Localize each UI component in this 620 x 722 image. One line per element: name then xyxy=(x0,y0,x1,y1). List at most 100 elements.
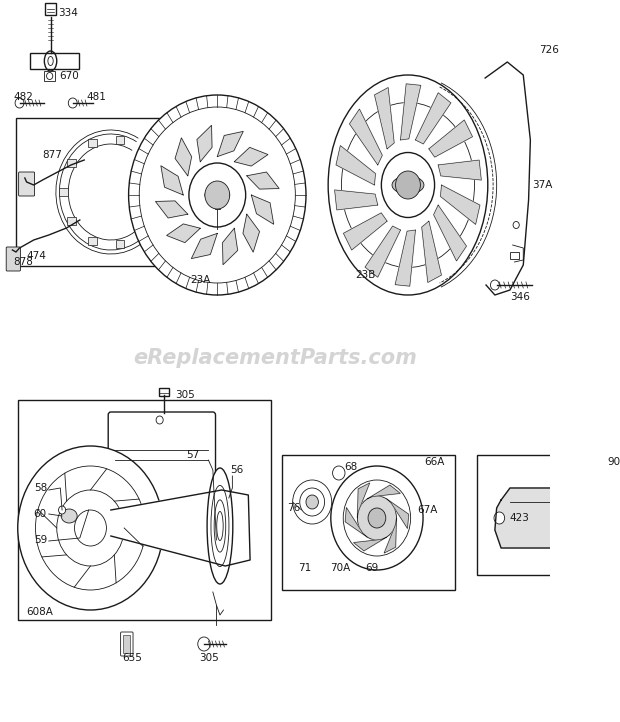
Polygon shape xyxy=(156,201,188,218)
FancyBboxPatch shape xyxy=(60,188,68,196)
Polygon shape xyxy=(243,214,260,252)
Text: 57: 57 xyxy=(186,450,200,460)
FancyBboxPatch shape xyxy=(68,159,76,167)
FancyBboxPatch shape xyxy=(89,237,97,245)
Text: 69: 69 xyxy=(365,563,379,573)
Circle shape xyxy=(128,95,306,295)
FancyBboxPatch shape xyxy=(477,455,620,575)
Polygon shape xyxy=(217,131,243,157)
FancyBboxPatch shape xyxy=(282,455,455,590)
Text: 423: 423 xyxy=(509,513,529,523)
Circle shape xyxy=(205,181,229,209)
Polygon shape xyxy=(350,109,383,165)
Text: 56: 56 xyxy=(231,465,244,475)
Ellipse shape xyxy=(61,509,77,523)
Polygon shape xyxy=(335,190,378,210)
Circle shape xyxy=(343,480,410,556)
Polygon shape xyxy=(415,93,451,144)
Circle shape xyxy=(306,495,319,509)
Polygon shape xyxy=(234,147,268,166)
Polygon shape xyxy=(251,195,273,225)
Circle shape xyxy=(46,72,53,79)
Polygon shape xyxy=(111,490,250,566)
Ellipse shape xyxy=(205,188,229,202)
Text: 23A: 23A xyxy=(191,275,211,285)
FancyBboxPatch shape xyxy=(123,635,130,653)
Text: 71: 71 xyxy=(298,563,311,573)
Polygon shape xyxy=(197,126,212,162)
Polygon shape xyxy=(422,221,441,282)
Polygon shape xyxy=(440,185,480,225)
Polygon shape xyxy=(374,87,394,149)
FancyBboxPatch shape xyxy=(6,247,20,271)
Polygon shape xyxy=(336,146,376,185)
Text: 305: 305 xyxy=(200,653,219,663)
Text: 655: 655 xyxy=(122,653,142,663)
Polygon shape xyxy=(167,224,200,243)
Text: eReplacementParts.com: eReplacementParts.com xyxy=(133,348,417,368)
Polygon shape xyxy=(438,160,481,180)
Text: 58: 58 xyxy=(33,483,47,493)
Text: 334: 334 xyxy=(58,8,78,18)
Text: 905: 905 xyxy=(608,457,620,467)
Polygon shape xyxy=(175,138,192,175)
FancyBboxPatch shape xyxy=(89,139,97,147)
FancyBboxPatch shape xyxy=(45,3,56,15)
Polygon shape xyxy=(433,205,466,261)
Polygon shape xyxy=(357,483,370,518)
Text: 726: 726 xyxy=(539,45,559,55)
Polygon shape xyxy=(343,213,387,250)
FancyBboxPatch shape xyxy=(68,217,76,225)
Circle shape xyxy=(331,466,423,570)
Polygon shape xyxy=(161,166,184,195)
Polygon shape xyxy=(495,488,620,548)
Ellipse shape xyxy=(342,103,474,267)
Circle shape xyxy=(68,98,77,108)
Ellipse shape xyxy=(392,176,424,194)
Text: 305: 305 xyxy=(175,390,195,400)
Text: 66A: 66A xyxy=(424,457,445,467)
Ellipse shape xyxy=(381,152,435,217)
Text: 37A: 37A xyxy=(532,180,552,190)
Circle shape xyxy=(156,416,163,424)
FancyBboxPatch shape xyxy=(121,632,133,656)
Circle shape xyxy=(293,480,332,524)
Text: 608A: 608A xyxy=(27,607,53,617)
Text: 346: 346 xyxy=(510,292,530,302)
FancyBboxPatch shape xyxy=(159,388,169,396)
Text: 877: 877 xyxy=(43,150,63,160)
Circle shape xyxy=(494,512,505,524)
Polygon shape xyxy=(247,172,279,189)
Polygon shape xyxy=(395,230,415,286)
Circle shape xyxy=(58,506,66,514)
Polygon shape xyxy=(387,499,409,529)
Polygon shape xyxy=(192,233,217,258)
Text: 67A: 67A xyxy=(417,505,437,515)
Polygon shape xyxy=(345,508,367,537)
Polygon shape xyxy=(223,228,237,265)
Polygon shape xyxy=(365,226,401,277)
Polygon shape xyxy=(401,84,421,140)
Text: 670: 670 xyxy=(60,71,79,81)
FancyBboxPatch shape xyxy=(115,136,125,144)
Circle shape xyxy=(357,496,396,540)
FancyBboxPatch shape xyxy=(140,225,149,233)
Text: 23B: 23B xyxy=(355,270,375,280)
FancyBboxPatch shape xyxy=(16,118,165,266)
Text: 76: 76 xyxy=(287,503,301,513)
FancyBboxPatch shape xyxy=(108,412,216,513)
FancyBboxPatch shape xyxy=(115,240,125,248)
Text: 481: 481 xyxy=(87,92,107,102)
Ellipse shape xyxy=(328,75,488,295)
FancyBboxPatch shape xyxy=(18,400,270,620)
Text: 70A: 70A xyxy=(330,563,350,573)
Text: 60: 60 xyxy=(33,509,47,519)
Polygon shape xyxy=(353,537,387,551)
FancyBboxPatch shape xyxy=(45,71,55,81)
FancyBboxPatch shape xyxy=(19,172,35,196)
Circle shape xyxy=(189,163,246,227)
Circle shape xyxy=(15,98,24,108)
Circle shape xyxy=(396,171,420,199)
Polygon shape xyxy=(384,518,396,553)
Circle shape xyxy=(198,637,210,651)
